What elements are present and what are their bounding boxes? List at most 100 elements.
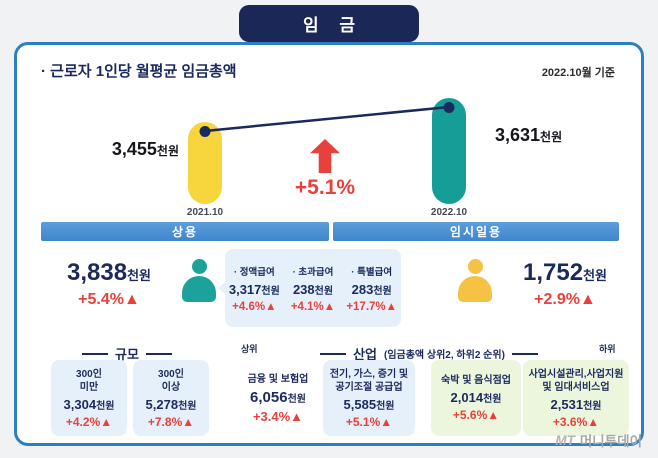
bottom-rank-label: 하위 xyxy=(599,344,616,354)
regular-total-unit: 천원 xyxy=(127,268,151,283)
pointer-notch xyxy=(218,281,226,295)
detail-value: 3,317천원 xyxy=(229,282,280,297)
watermark: MT 머니투데이 xyxy=(555,430,642,450)
value-2021-unit: 천원 xyxy=(156,144,179,158)
detail-change: +4.6%▲ xyxy=(232,300,277,313)
detail-unit: 천원 xyxy=(261,285,280,297)
detail-number: 3,317 xyxy=(228,281,262,297)
size-unit: 천원 xyxy=(178,400,197,412)
industry-number: 2,014 xyxy=(450,390,484,405)
industry-section-header: 산업 (임금총액 상위2, 하위2 순위) xyxy=(227,344,631,363)
divider-line xyxy=(511,352,538,355)
industry-header-note: (임금총액 상위2, 하위2 순위) xyxy=(384,350,505,361)
regular-breakdown-box: · 정액급여 3,317천원 +4.6%▲ · 초과급여 238천원 +4.1%… xyxy=(218,249,401,327)
year-label-2021: 2021.10 xyxy=(186,207,224,218)
title-badge: 임 금 xyxy=(239,5,419,42)
divider-line xyxy=(145,352,172,355)
size-header-label: 규모 xyxy=(115,347,139,362)
change-percent: +5.1% xyxy=(294,176,356,199)
band-temporary: 임시일용 xyxy=(333,222,619,241)
industry-change: +3.4%▲ xyxy=(252,408,304,424)
watermark-text: 머니투데이 xyxy=(579,434,642,449)
industry-unit: 천원 xyxy=(483,394,502,405)
detail-value: 238천원 xyxy=(293,282,333,297)
year-label-2022: 2022.10 xyxy=(430,207,468,218)
detail-overtime-pay: · 초과급여 238천원 +4.1%▲ xyxy=(284,249,343,327)
temporary-total-value: 1,752천원 xyxy=(495,259,635,287)
industry-change: +5.1%▲ xyxy=(345,414,393,429)
industry-name: 사업시설관리,사업지원 및 임대서비스업 xyxy=(528,368,624,393)
regular-total-change: +5.4%▲ xyxy=(78,291,140,308)
bar-dot-2022 xyxy=(443,102,455,113)
size-number: 5,278 xyxy=(145,396,179,412)
temporary-total-change: +2.9%▲ xyxy=(534,291,596,308)
size-name-line1: 300인 xyxy=(76,368,102,380)
value-2022-number: 3,631 xyxy=(495,125,541,145)
person-head-icon xyxy=(467,259,483,274)
person-body-icon xyxy=(458,276,492,302)
detail-number: 238 xyxy=(292,281,315,297)
industry-number: 6,056 xyxy=(250,388,288,406)
temporary-total: 1,752천원 +2.9%▲ xyxy=(495,259,635,309)
regular-total-number: 3,838 xyxy=(67,259,128,286)
size-name-line2: 미만 xyxy=(79,381,99,393)
industry-unit: 천원 xyxy=(583,400,602,412)
size-value: 5,278천원 xyxy=(146,397,197,412)
industry-food-lodging-box: 숙박 및 음식점업 2,014천원 +5.6%▲ xyxy=(431,360,521,436)
industry-unit: 천원 xyxy=(287,393,306,405)
industry-change: +3.6%▲ xyxy=(552,414,600,429)
size-change: +4.2%▲ xyxy=(65,414,113,429)
value-2021: 3,455천원 xyxy=(47,139,179,160)
size-unit: 천원 xyxy=(96,400,115,412)
industry-name: 금융 및 보험업 xyxy=(247,373,309,385)
person-head-icon xyxy=(191,259,207,274)
size-name-line2: 이상 xyxy=(161,381,181,393)
industry-facility-mgmt-box: 사업시설관리,사업지원 및 임대서비스업 2,531천원 +3.6%▲ xyxy=(523,360,629,436)
date-note: 2022.10월 기준 xyxy=(541,67,615,79)
industry-number: 5,585 xyxy=(343,396,377,412)
detail-label: · 특별급여 xyxy=(351,266,393,278)
industry-change: +5.6%▲ xyxy=(452,408,500,422)
size-under-300-box: 300인 미만 3,304천원 +4.2%▲ xyxy=(51,360,127,436)
size-over-300-box: 300인 이상 5,278천원 +7.8%▲ xyxy=(133,360,209,436)
industry-value: 2,531천원 xyxy=(551,397,602,412)
temporary-total-unit: 천원 xyxy=(583,268,607,283)
industry-finance-box: 금융 및 보험업 6,056천원 +3.4%▲ xyxy=(235,360,321,436)
size-change: +7.8%▲ xyxy=(147,414,195,429)
industry-unit: 천원 xyxy=(376,400,395,412)
size-number: 3,304 xyxy=(63,396,97,412)
temporary-total-number: 1,752 xyxy=(523,259,584,286)
industry-value: 2,014천원 xyxy=(451,390,502,405)
value-2022-unit: 천원 xyxy=(540,130,563,144)
industry-number: 2,531 xyxy=(550,396,584,412)
regular-total: 3,838천원 +5.4%▲ xyxy=(41,259,177,309)
size-name: 300인 이상 xyxy=(158,368,184,394)
size-section-header: 규모 xyxy=(37,344,217,363)
industry-name: 전기, 가스, 증기 및 공기조절 공급업 xyxy=(329,368,409,393)
industry-header-label: 산업 xyxy=(353,347,377,362)
detail-label: · 정액급여 xyxy=(233,266,275,278)
divider-line xyxy=(82,352,109,355)
detail-value: 283천원 xyxy=(352,282,392,297)
divider-line xyxy=(320,352,347,355)
detail-unit: 천원 xyxy=(314,285,334,297)
top-rank-label: 상위 xyxy=(241,344,258,354)
value-2021-number: 3,455 xyxy=(111,139,157,159)
industry-utilities-box: 전기, 가스, 증기 및 공기조절 공급업 5,585천원 +5.1%▲ xyxy=(323,360,415,436)
main-card: · 근로자 1인당 월평균 임금총액 2022.10월 기준 3,455천원 3… xyxy=(14,42,644,446)
industry-value: 6,056천원 xyxy=(250,389,306,406)
size-value: 3,304천원 xyxy=(64,397,115,412)
watermark-logo: MT xyxy=(555,432,575,448)
bar-2022 xyxy=(432,98,466,204)
up-arrow-icon xyxy=(310,139,340,173)
detail-label: · 초과급여 xyxy=(292,266,334,278)
size-name-line1: 300인 xyxy=(158,368,184,380)
size-name: 300인 미만 xyxy=(76,368,102,394)
person-body-icon xyxy=(182,276,216,302)
bar-2021 xyxy=(188,122,222,204)
value-2022: 3,631천원 xyxy=(495,125,635,146)
band-regular: 상용 xyxy=(41,222,329,241)
detail-fixed-pay: · 정액급여 3,317천원 +4.6%▲ xyxy=(225,249,284,327)
worker-icon-temporary xyxy=(455,259,495,302)
